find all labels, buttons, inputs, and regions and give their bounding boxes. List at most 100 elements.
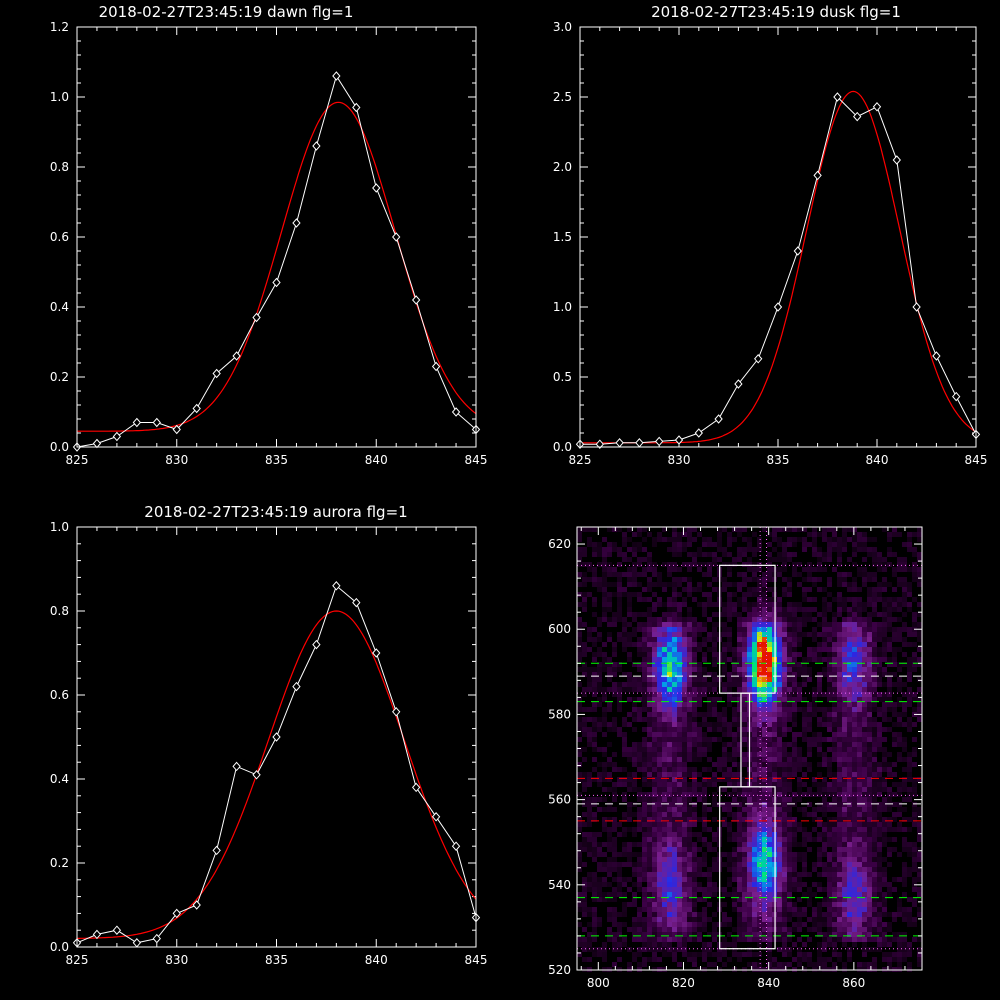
- heatmap-cell: [667, 797, 672, 802]
- heatmap-cell: [787, 882, 792, 887]
- heatmap-cell: [677, 847, 682, 852]
- heatmap-cell: [607, 787, 612, 792]
- heatmap-cell: [827, 727, 832, 732]
- heatmap-cell: [747, 592, 752, 597]
- heatmap-cell: [777, 687, 782, 692]
- heatmap-cell: [777, 597, 782, 602]
- heatmap-cell: [652, 682, 657, 687]
- heatmap-cell: [702, 782, 707, 787]
- heatmap-cell: [647, 942, 652, 947]
- heatmap-cell: [627, 672, 632, 677]
- heatmap-cell: [587, 782, 592, 787]
- heatmap-cell: [672, 862, 677, 867]
- heatmap-cell: [752, 577, 757, 582]
- heatmap-cell: [837, 592, 842, 597]
- heatmap-cell: [777, 787, 782, 792]
- heatmap-cell: [802, 632, 807, 637]
- heatmap-cell: [687, 627, 692, 632]
- heatmap-cell: [657, 632, 662, 637]
- heatmap-cell: [647, 932, 652, 937]
- heatmap-cell: [737, 772, 742, 777]
- heatmap-cell: [852, 562, 857, 567]
- heatmap-cell: [902, 737, 907, 742]
- heatmap-cell: [682, 897, 687, 902]
- heatmap-cell: [597, 762, 602, 767]
- heatmap-cell: [762, 727, 767, 732]
- heatmap-cell: [917, 777, 922, 782]
- heatmap-cell: [912, 782, 917, 787]
- heatmap-cell: [662, 737, 667, 742]
- heatmap-cell: [892, 912, 897, 917]
- dawn-data-point: [152, 417, 161, 428]
- heatmap-cell: [767, 852, 772, 857]
- heatmap-cell: [677, 817, 682, 822]
- heatmap-cell: [762, 892, 767, 897]
- heatmap-cell: [792, 607, 797, 612]
- heatmap-cell: [737, 817, 742, 822]
- heatmap-cell: [802, 612, 807, 617]
- heatmap-cell: [597, 562, 602, 567]
- heatmap-cell: [762, 872, 767, 877]
- heatmap-cell: [647, 697, 652, 702]
- heatmap-cell: [672, 612, 677, 617]
- heatmap-cell: [607, 882, 612, 887]
- heatmap-cell: [742, 857, 747, 862]
- heatmap-cell: [822, 527, 827, 532]
- heatmap-cell: [782, 562, 787, 567]
- heatmap-cell: [667, 647, 672, 652]
- heatmap-cell: [667, 622, 672, 627]
- heatmap-cell: [727, 617, 732, 622]
- heatmap-cell: [587, 742, 592, 747]
- heatmap-cell: [582, 957, 587, 962]
- aurora-data-point: [431, 812, 441, 822]
- heatmap-cell: [842, 672, 847, 677]
- heatmap-cell: [672, 617, 677, 622]
- heatmap-cell: [677, 687, 682, 692]
- heatmap-cell: [732, 582, 737, 587]
- heatmap-cell: [732, 707, 737, 712]
- heatmap-cell: [607, 632, 612, 637]
- heatmap-cell: [662, 707, 667, 712]
- heatmap-cell: [752, 962, 757, 967]
- heatmap-cell: [592, 927, 597, 932]
- heatmap-cell: [697, 722, 702, 727]
- heatmap-cell: [752, 807, 757, 812]
- heatmap-cell: [642, 957, 647, 962]
- heatmap-cell: [807, 952, 812, 957]
- heatmap-cell: [667, 812, 672, 817]
- heatmap-cell: [832, 722, 837, 727]
- heatmap-cell: [877, 727, 882, 732]
- heatmap-cell: [587, 847, 592, 852]
- heatmap-cell: [782, 837, 787, 842]
- heatmap-cell: [812, 597, 817, 602]
- heatmap-cell: [667, 562, 672, 567]
- heatmap-cell: [612, 807, 617, 812]
- heatmap-cell: [867, 632, 872, 637]
- heatmap-cell: [857, 637, 862, 642]
- heatmap-cell: [767, 532, 772, 537]
- heatmap-cell: [817, 772, 822, 777]
- heatmap-cell: [902, 867, 907, 872]
- heatmap-cell: [657, 602, 662, 607]
- heatmap-cell: [702, 722, 707, 727]
- heatmap-cell: [837, 817, 842, 822]
- heatmap-cell: [647, 947, 652, 952]
- heatmap-cell: [667, 632, 672, 637]
- heatmap-cell: [742, 692, 747, 697]
- heatmap-cell: [777, 722, 782, 727]
- heatmap-cell: [837, 707, 842, 712]
- heatmap-cell: [682, 772, 687, 777]
- heatmap-cell: [672, 827, 677, 832]
- heatmap-cell: [607, 722, 612, 727]
- heatmap-cell: [757, 787, 762, 792]
- heatmap-cell: [762, 637, 767, 642]
- heatmap-cell: [732, 817, 737, 822]
- heatmap-cell: [597, 772, 602, 777]
- heatmap-cell: [647, 777, 652, 782]
- heatmap-cell: [797, 872, 802, 877]
- heatmap-cell: [577, 737, 582, 742]
- heatmap-cell: [797, 757, 802, 762]
- heatmap-cell: [882, 907, 887, 912]
- heatmap-cell: [732, 852, 737, 857]
- heatmap-cell: [892, 712, 897, 717]
